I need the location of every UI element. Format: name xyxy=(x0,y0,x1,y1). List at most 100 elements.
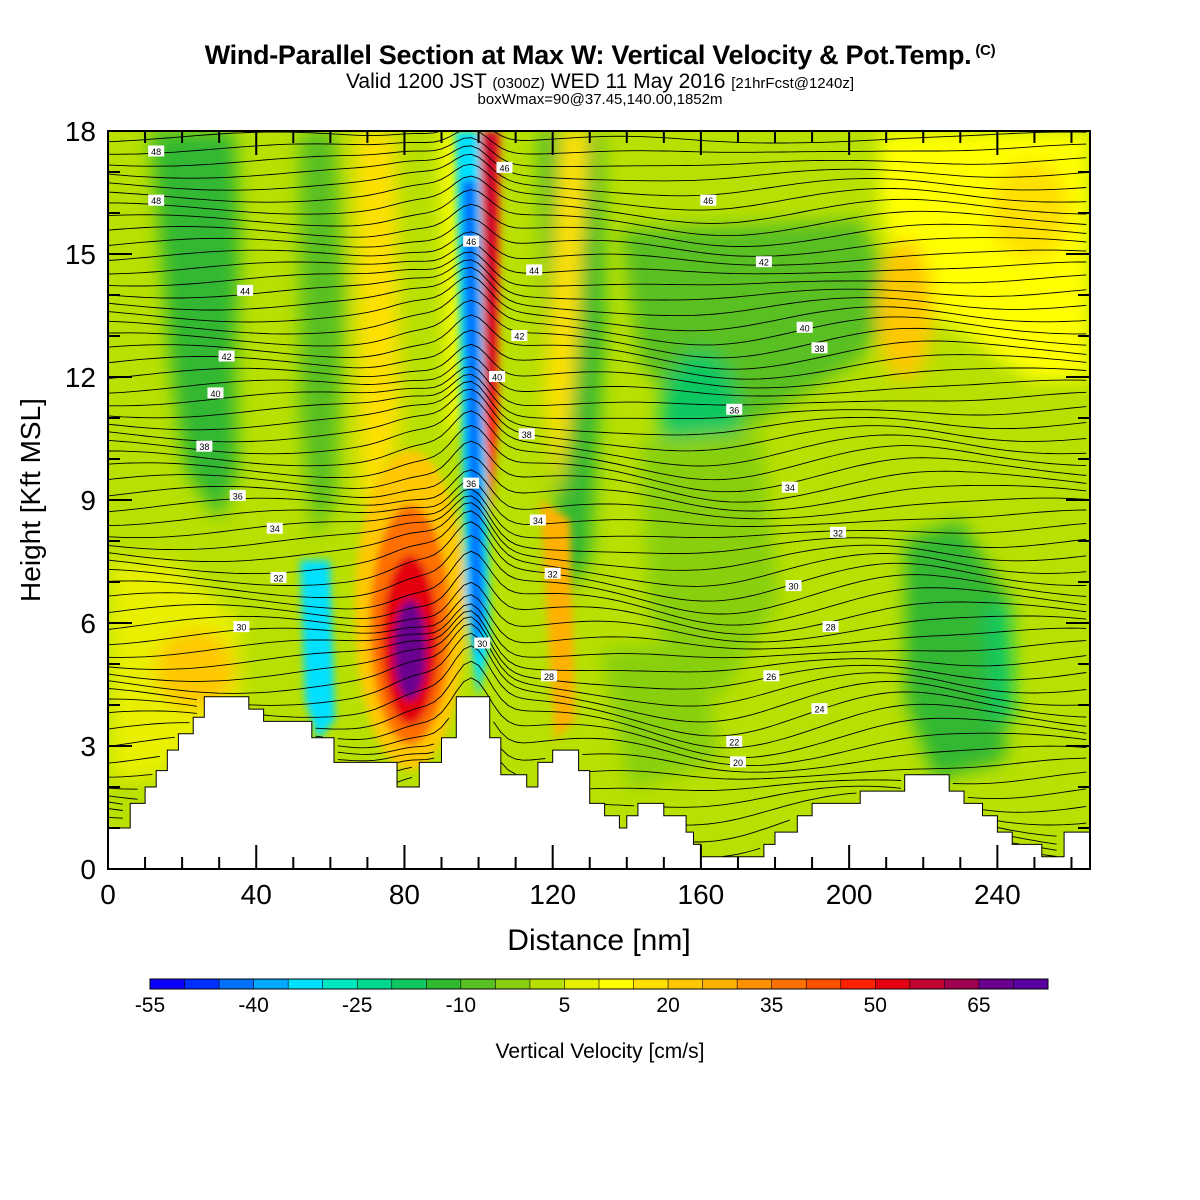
contour-label-bg xyxy=(233,621,250,633)
theta-contour-line xyxy=(108,410,1087,481)
colorbar-swatch xyxy=(460,979,496,989)
contour-label: 46 xyxy=(499,163,509,173)
contour-label-bg xyxy=(496,161,513,173)
colorbar-swatch xyxy=(806,979,842,989)
theta-contour-line xyxy=(108,131,1087,155)
colorbar-tick-labels: -55 -40 -25 -10 5 20 35 50 65 xyxy=(135,994,991,1017)
theta-contour-line xyxy=(108,424,1087,493)
colorbar-swatch xyxy=(529,979,565,989)
theta-contour-line xyxy=(108,366,1087,407)
colorbar-tick-label: 35 xyxy=(760,994,783,1017)
colorbar-swatch xyxy=(875,979,911,989)
theta-contour-line xyxy=(108,535,1087,615)
colorbar-tick-label: 20 xyxy=(656,994,679,1017)
theta-contour-line xyxy=(108,502,1087,571)
x-tick-label: 120 xyxy=(529,879,576,910)
contour-label: 48 xyxy=(151,147,161,157)
theta-contour-line xyxy=(108,632,1087,723)
contour-label: 36 xyxy=(729,405,739,415)
contour-label-bg xyxy=(726,735,743,747)
theta-contour-line xyxy=(108,469,1087,520)
contour-label: 30 xyxy=(477,639,487,649)
contour-label-bg xyxy=(237,284,254,296)
colorbar-swatch xyxy=(978,979,1014,989)
colorbar-swatch xyxy=(564,979,600,989)
contour-label: 30 xyxy=(789,582,799,592)
theta-contour-line xyxy=(108,329,1087,380)
theta-contour-line xyxy=(108,623,1087,707)
theta-contour-line xyxy=(108,343,1087,389)
theta-contours xyxy=(108,131,1087,857)
colorbar xyxy=(149,978,1049,990)
colorbar-swatch xyxy=(219,979,255,989)
contour-label: 40 xyxy=(210,389,220,399)
y-tick-label: 18 xyxy=(65,116,96,147)
colorbar-swatch xyxy=(668,979,704,989)
contour-label-bg xyxy=(270,571,287,583)
theta-contour-line xyxy=(108,737,1087,773)
theta-contour-line xyxy=(108,717,1087,767)
contour-label-bg xyxy=(511,330,528,341)
contour-label: 28 xyxy=(544,672,554,682)
colorbar-swatch xyxy=(633,979,669,989)
colorbar-swatch xyxy=(771,979,807,989)
contour-label-bg xyxy=(729,756,746,768)
contour-label: 32 xyxy=(273,573,283,583)
theta-contour-line xyxy=(108,757,1087,791)
theta-contour-line xyxy=(108,275,1087,332)
theta-contour-line xyxy=(108,677,1087,759)
contour-label: 46 xyxy=(703,196,713,206)
chart-box-info: boxWmax=90@37.45,140.00,1852m xyxy=(477,91,723,108)
contour-label: 36 xyxy=(233,491,243,501)
terrain-profile xyxy=(107,696,1091,870)
contour-label-bg xyxy=(755,256,772,268)
theta-contour-line xyxy=(108,175,1087,224)
theta-contour-line xyxy=(108,550,1087,626)
colorbar-swatch xyxy=(357,979,393,989)
theta-contour-line xyxy=(108,145,1087,182)
theta-contour-line xyxy=(108,495,1087,554)
theta-contour-line xyxy=(108,286,1087,346)
x-tick-label: 80 xyxy=(389,879,420,910)
colorbar-label: Vertical Velocity [cm/s] xyxy=(496,1040,705,1063)
contour-label-bg xyxy=(700,194,717,206)
contour-label: 26 xyxy=(766,672,776,682)
contour-label: 24 xyxy=(814,705,824,715)
theta-contour-line xyxy=(108,766,1087,808)
contour-label: 38 xyxy=(199,442,209,452)
contour-label: 44 xyxy=(529,266,539,276)
colorbar-swatch xyxy=(840,979,876,989)
contour-label-bg xyxy=(529,514,546,526)
y-tick-label: 0 xyxy=(80,854,96,885)
x-tick-label: 160 xyxy=(678,879,725,910)
theta-contour-line xyxy=(108,388,1087,452)
theta-contour-line xyxy=(108,242,1087,275)
theta-contour-line xyxy=(108,610,1087,673)
contour-label-bg xyxy=(229,489,246,501)
contour-label: 38 xyxy=(814,344,824,354)
colorbar-tick-label: -55 xyxy=(135,994,165,1017)
theta-contour-line xyxy=(108,594,1087,650)
theta-contour-line xyxy=(108,203,1087,247)
colorbar-swatch xyxy=(253,979,289,989)
chart-title: Wind-Parallel Section at Max W: Vertical… xyxy=(204,40,996,70)
colorbar-swatch xyxy=(944,979,980,989)
theta-contour-line xyxy=(108,603,1087,659)
theta-contour-line xyxy=(108,314,1087,370)
contour-label: 44 xyxy=(240,286,250,296)
theta-contour-line xyxy=(108,751,1087,780)
theta-contour-line xyxy=(108,267,1087,317)
colorbar-swatch xyxy=(150,979,186,989)
x-tick-label: 0 xyxy=(100,879,116,910)
colorbar-swatch xyxy=(1013,979,1049,989)
y-tick-label: 15 xyxy=(65,239,96,270)
contour-label: 32 xyxy=(548,569,558,579)
contour-label: 42 xyxy=(222,352,232,362)
colorbar-tick-label: -25 xyxy=(342,994,372,1017)
colorbar-swatch xyxy=(426,979,462,989)
colorbar-swatch xyxy=(391,979,427,989)
theta-contour-line xyxy=(108,660,1087,749)
theta-contour-line xyxy=(108,616,1087,690)
